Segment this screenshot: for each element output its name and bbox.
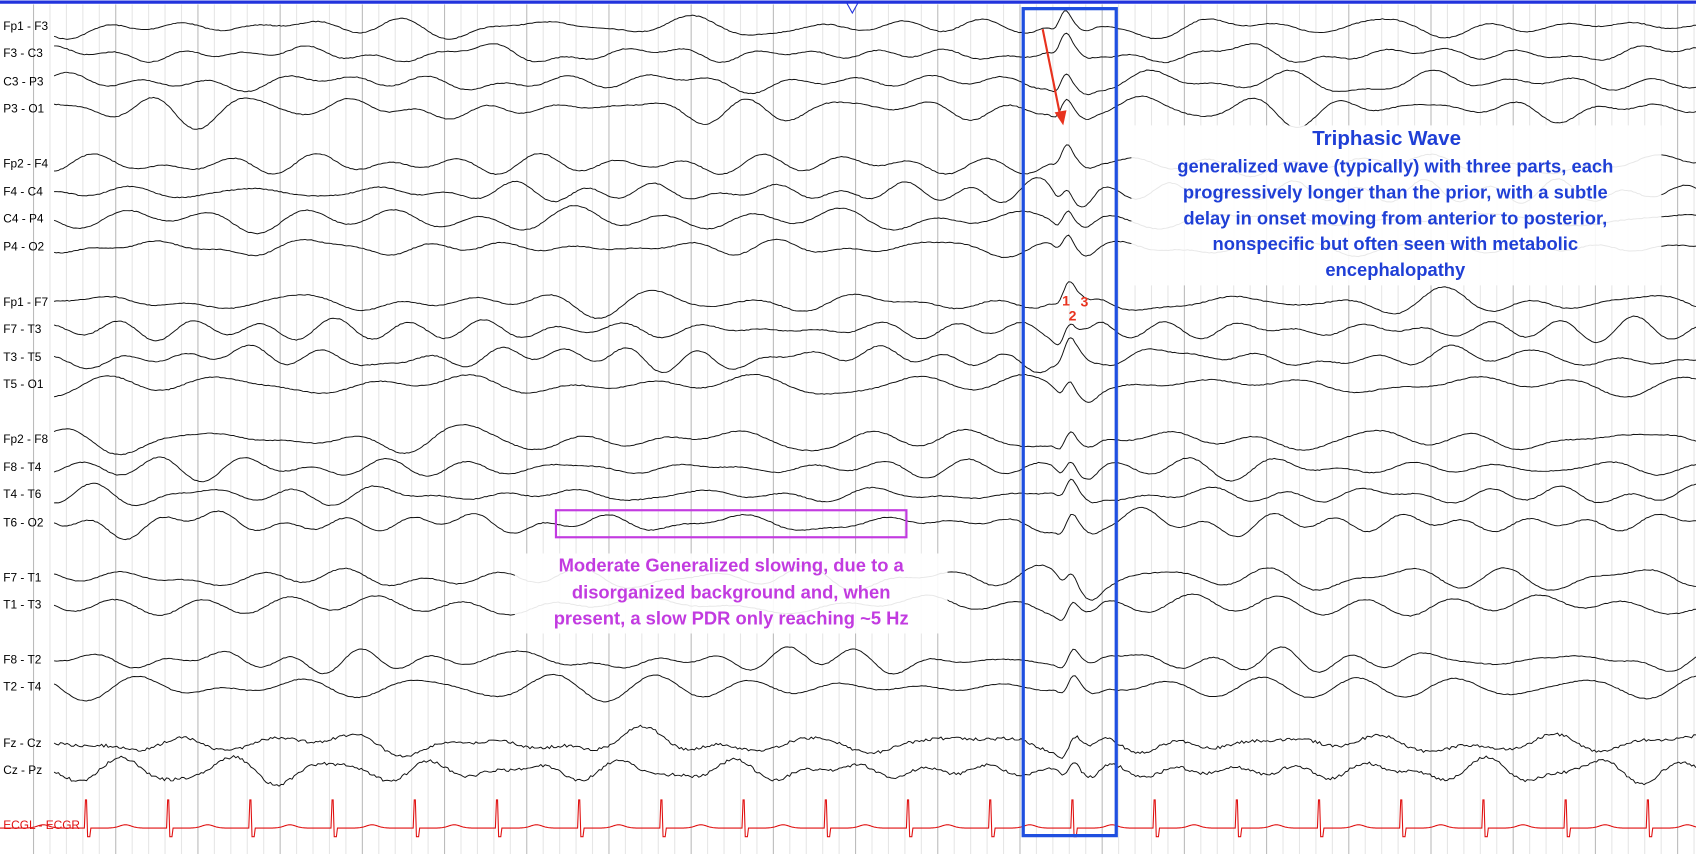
eeg-trace xyxy=(54,646,1696,675)
channel-label: Fp2 - F4 xyxy=(3,156,48,170)
slowing-text: Moderate Generalized slowing, due to a xyxy=(559,554,905,575)
channel-label: P4 - O2 xyxy=(3,240,44,254)
channel-label: T3 - T5 xyxy=(3,350,41,364)
triphasic-box xyxy=(1021,7,1118,838)
ecg-label: ECGL - ECGR xyxy=(3,818,80,832)
triphasic-text: progressively longer than the prior, wit… xyxy=(1183,181,1608,202)
eeg-trace xyxy=(54,478,1696,507)
eeg-trace xyxy=(53,424,1696,456)
channel-label: T4 - T6 xyxy=(3,487,41,501)
eeg-trace xyxy=(53,754,1696,787)
channel-label: Fp1 - F7 xyxy=(3,295,48,309)
slowing-text: present, a slow PDR only reaching ~5 Hz xyxy=(554,607,909,628)
eeg-trace xyxy=(53,673,1696,703)
channel-label: T6 - O2 xyxy=(3,515,43,529)
slowing-box xyxy=(554,509,908,539)
eeg-trace xyxy=(54,373,1696,403)
channel-label: F7 - T3 xyxy=(3,322,41,336)
channel-labels: Fp1 - F3 F3 - C3 C3 - P3 P3 - O1 Fp2 - F4 F4 … xyxy=(3,19,80,832)
text-backdrop xyxy=(1131,125,1662,286)
eeg-trace xyxy=(53,337,1696,374)
channel-label: F8 - T2 xyxy=(3,653,41,667)
channel-label: P3 - O1 xyxy=(3,101,44,115)
phase-marker: 2 xyxy=(1069,307,1077,323)
eeg-trace xyxy=(53,69,1696,96)
slowing-text: disorganized background and, when xyxy=(572,581,891,602)
channel-label: F7 - T1 xyxy=(3,570,41,584)
eeg-trace xyxy=(53,456,1696,483)
ecg-trace xyxy=(0,799,1696,838)
channel-label: F4 - C4 xyxy=(3,185,43,199)
channel-label: T2 - T4 xyxy=(3,680,41,694)
channel-label: Fp2 - F8 xyxy=(3,432,48,446)
eeg-trace xyxy=(54,32,1696,64)
channel-label: Cz - Pz xyxy=(3,763,42,777)
time-cursor xyxy=(845,2,859,15)
eeg-trace xyxy=(53,281,1696,319)
arrow xyxy=(1041,28,1062,115)
triphasic-text: nonspecific but often seen with metaboli… xyxy=(1213,233,1579,254)
channel-label: C4 - P4 xyxy=(3,212,44,226)
channel-label: F8 - T4 xyxy=(3,460,41,474)
eeg-trace xyxy=(53,10,1696,40)
eeg-trace xyxy=(53,95,1696,130)
eeg-trace xyxy=(53,315,1696,346)
triphasic-title: Triphasic Wave xyxy=(1312,127,1461,150)
channel-label: Fp1 - F3 xyxy=(3,19,48,33)
arrow-head xyxy=(1054,110,1067,126)
channel-label: Fz - Cz xyxy=(3,736,41,750)
eeg-trace xyxy=(53,506,1696,541)
time-grid xyxy=(32,4,1695,854)
text-backdrop xyxy=(514,553,948,634)
channel-label: T1 - T3 xyxy=(3,598,41,612)
phase-marker: 1 xyxy=(1062,292,1070,308)
triphasic-text: delay in onset moving from anterior to p… xyxy=(1183,207,1607,228)
phase-marker: 3 xyxy=(1081,293,1089,309)
triphasic-text: generalized wave (typically) with three … xyxy=(1177,155,1613,176)
triphasic-text: encephalopathy xyxy=(1325,259,1466,280)
eeg-trace xyxy=(53,724,1696,760)
channel-label: F3 - C3 xyxy=(3,46,43,60)
channel-label: T5 - O1 xyxy=(3,377,44,391)
channel-label: C3 - P3 xyxy=(3,74,44,88)
